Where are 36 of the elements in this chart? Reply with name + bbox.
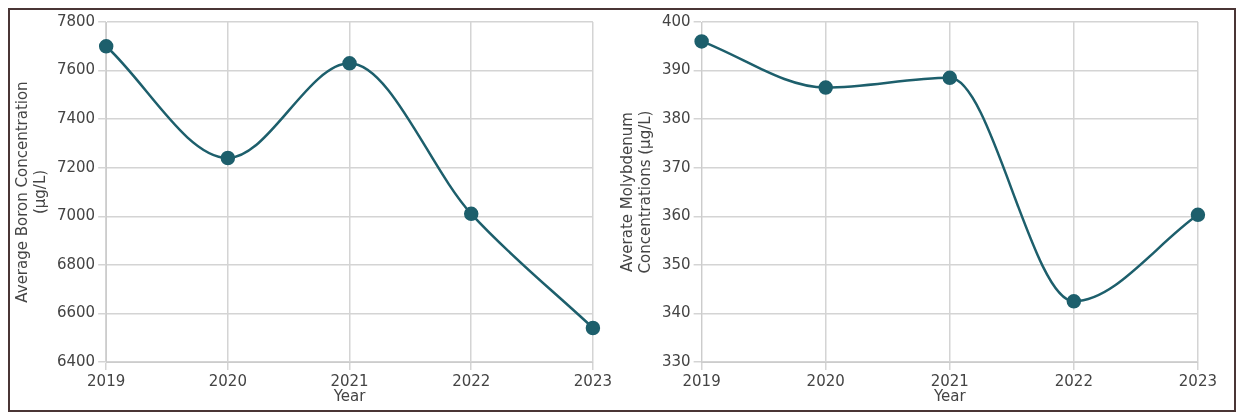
- point: [220, 150, 236, 166]
- x-tick-label: 2019: [87, 371, 126, 390]
- y-tick-label: 6400: [56, 351, 96, 370]
- y-tick-label: 370: [661, 157, 691, 176]
- point: [694, 34, 709, 49]
- y-tick-label: 6800: [56, 254, 96, 273]
- point: [818, 80, 833, 95]
- y-axis-title: Averate Molybdenum Concentrations (µg/L): [617, 110, 654, 274]
- point: [463, 206, 479, 222]
- y-tick-label: 360: [661, 206, 691, 225]
- x-tick-label: 2022: [1054, 371, 1093, 390]
- y-tick-label: 330: [661, 351, 691, 370]
- y-tick-label: 6600: [56, 303, 96, 322]
- y-tick-label: 400: [661, 11, 691, 30]
- x-tick-label: 2020: [806, 371, 845, 390]
- point: [585, 320, 601, 336]
- x-tick-label: 2023: [573, 371, 613, 390]
- y-tick-label: 7800: [56, 11, 96, 30]
- y-tick-label: 340: [661, 303, 691, 322]
- x-tick-label: 2023: [1178, 371, 1218, 390]
- y-tick-label: 7200: [56, 157, 96, 176]
- y-tick-label: 380: [661, 109, 691, 128]
- point: [342, 56, 357, 71]
- x-tick-label: 2022: [452, 371, 491, 390]
- y-axis-title: Average Boron Concentration (µg/L): [12, 81, 49, 303]
- point: [1066, 294, 1082, 309]
- y-tick-label: 350: [661, 254, 691, 273]
- y-tick-label: 7400: [56, 109, 96, 128]
- point: [98, 39, 114, 54]
- x-tick-label: 2020: [208, 371, 247, 390]
- x-tick-label: 2019: [682, 371, 721, 390]
- y-tick-label: 7600: [56, 60, 96, 79]
- point: [942, 70, 958, 86]
- y-tick-label: 7000: [56, 206, 96, 225]
- y-tick-label: 390: [661, 60, 691, 79]
- point: [1190, 207, 1206, 223]
